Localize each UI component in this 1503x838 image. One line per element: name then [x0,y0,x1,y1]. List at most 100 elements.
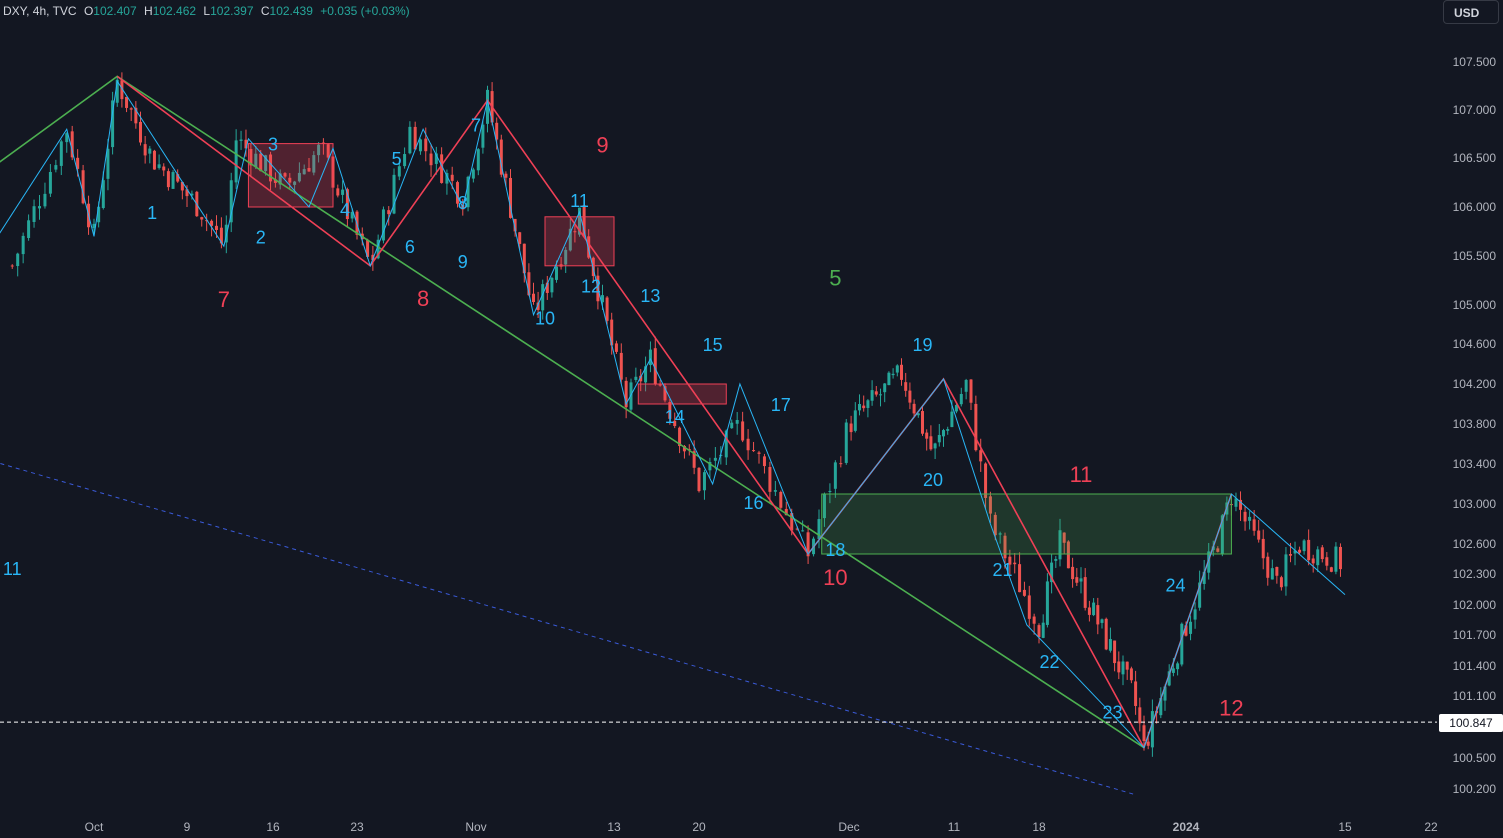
candle-body [466,176,470,208]
candle-body [234,140,238,183]
candle-body [166,171,170,188]
candle-body [1037,625,1041,638]
candle-body [601,295,604,303]
candle-body [619,352,623,380]
candle-body [904,382,908,391]
candle-body [413,126,417,150]
wave-label-blue: 24 [1165,575,1185,595]
candle-body [259,153,263,172]
candle-body [273,179,277,183]
candle-body [998,533,1002,535]
candle-body [849,423,853,433]
wave-label-blue: 10 [535,309,555,329]
candle-body [1279,577,1283,588]
candle-body [1104,618,1108,650]
candle-body [1096,605,1100,625]
candle-body [283,173,287,177]
wave-label-blue: 21 [993,560,1013,580]
candle-body [784,508,788,516]
candle-body [97,206,101,223]
wave-label-blue: 13 [640,286,660,306]
candle-body [278,173,282,185]
wave-label-red: 9 [596,133,608,158]
candle-body [392,174,396,214]
candle-body [844,422,848,463]
candle-body [858,404,861,411]
candle-body [879,394,882,396]
wave-label-blue: 19 [912,335,932,355]
candle-body [1198,582,1202,608]
candle-body [499,139,503,175]
y-axis-tick-label: 105.500 [1453,249,1497,263]
x-axis-tick-label: 16 [266,820,280,834]
candle-body [288,177,292,183]
candle-body [937,434,941,443]
x-axis-tick-label: 2024 [1173,820,1200,834]
wave-label-red: 10 [823,565,847,590]
candle-body [545,282,549,293]
candle-body [822,493,826,519]
candle-body [801,530,805,532]
candle-body [806,532,810,557]
y-axis-tick-label: 100.200 [1453,782,1497,796]
candle-body [254,153,258,168]
candle-body [180,181,184,191]
wave-label-blue: 15 [703,335,723,355]
wave-label-blue: 14 [665,407,685,427]
candle-body [1261,538,1265,559]
candle-body [1252,519,1256,531]
candle-body [678,427,682,447]
currency-button[interactable]: USD [1443,0,1499,24]
candle-body [1220,515,1224,554]
candle-body [1234,498,1238,507]
candle-body [336,188,340,196]
candle-body [874,391,878,395]
candle-body [1189,621,1193,634]
candle-body [1113,640,1117,664]
candle-body [817,519,821,540]
open-value: 102.407 [93,4,137,18]
candle-body [658,384,662,386]
wave-label-blue: 22 [1039,652,1059,672]
candle-body [1142,725,1146,741]
candle-body [912,403,916,414]
candle-body [214,225,218,230]
wave-label-green: 5 [829,266,841,291]
candle-body [1071,566,1075,580]
candle-body [1257,530,1261,540]
candle-body [513,218,517,232]
wave-label-blue: 6 [405,237,415,257]
candle-body [1334,546,1338,572]
candle-body [157,164,161,168]
candle-body [1248,516,1252,521]
x-axis-tick-label: 11 [948,820,961,834]
candle-body [988,496,992,514]
candle-body [1062,532,1066,543]
candle-body [326,144,330,158]
wave-label-blue: 2 [256,227,266,247]
candle-body [639,375,643,382]
candle-body [185,189,189,197]
candle-body [229,180,233,223]
candle-body [408,126,412,154]
wave-label-blue: 16 [744,493,764,513]
candle-body [1180,623,1184,665]
candle-body [1100,619,1104,623]
candle-body [853,410,857,431]
candle-body [1338,546,1342,570]
candle-body [205,220,209,222]
x-axis-tick-label: 22 [1424,820,1438,834]
candle-body [59,141,63,166]
candle-body [387,210,391,215]
candle-body [445,173,449,184]
candle-body [730,422,734,429]
candle-body [883,383,887,393]
candle-body [1013,562,1017,565]
x-axis-tick-label: 18 [1032,820,1046,834]
symbol-info[interactable]: DXY, 4h, TVC [3,4,77,18]
candle-body [101,180,105,209]
candle-body [708,462,712,471]
chart-legend-header: DXY, 4h, TVC O102.407 H102.462 L102.397 … [3,4,414,18]
candle-body [887,372,891,386]
